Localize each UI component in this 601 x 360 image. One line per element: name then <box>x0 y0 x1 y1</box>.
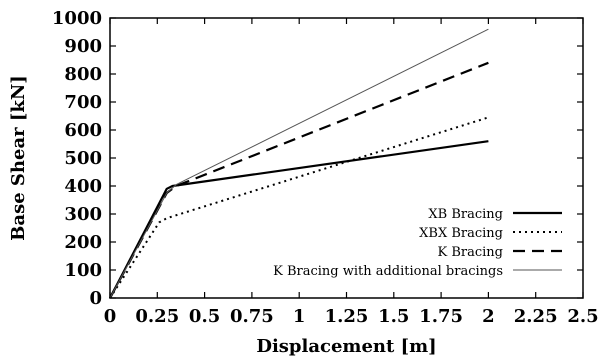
y-tick-label: 800 <box>64 64 102 85</box>
x-tick-label: 2.5 <box>567 306 598 327</box>
plot-frame <box>109 17 584 299</box>
legend-label: XBX Bracing <box>419 226 503 241</box>
x-tick-label: 1.5 <box>378 306 409 327</box>
legend-label: XB Bracing <box>428 207 503 222</box>
x-tick-label: 1 <box>293 306 306 327</box>
plot-area <box>109 17 584 299</box>
axes-layer: 0 0.25 0.5 0.75 1 1.25 1.5 1.75 2 2.25 2.5 0 100 200 3… <box>52 8 599 327</box>
legend: XB Bracing XBX Bracing K Bracing K Bracing … <box>273 207 562 279</box>
x-tick-label: 0.75 <box>230 306 274 327</box>
x-tick-label: 0.25 <box>135 306 179 327</box>
x-axis-title: Displacement [m] <box>256 336 436 357</box>
x-tick-label: 0.5 <box>189 306 220 327</box>
x-tick-label: 1.75 <box>419 306 463 327</box>
legend-label: K Bracing <box>438 245 504 260</box>
y-tick-label: 900 <box>64 36 102 57</box>
y-tick-label: 700 <box>64 92 102 113</box>
y-axis-title: Base Shear [kN] <box>8 75 29 241</box>
x-tick-label: 2 <box>482 306 495 327</box>
y-tick-label: 400 <box>64 176 102 197</box>
series-line-4 <box>109 28 489 299</box>
legend-label: K Bracing with additional bracings <box>273 264 503 279</box>
y-tick-label: 500 <box>64 148 102 169</box>
y-tick-label: 200 <box>64 232 102 253</box>
series-line-3 <box>109 61 489 299</box>
y-tick-label: 300 <box>64 204 102 225</box>
x-tick-label: 1.25 <box>325 306 369 327</box>
y-tick-label: 1000 <box>52 8 102 29</box>
series-layer <box>109 28 489 299</box>
x-tick-label: 2.25 <box>514 306 558 327</box>
y-tick-label: 0 <box>89 288 102 309</box>
x-tick-label: 0 <box>104 306 117 327</box>
y-tick-label: 100 <box>64 260 102 281</box>
y-tick-label: 600 <box>64 120 102 141</box>
